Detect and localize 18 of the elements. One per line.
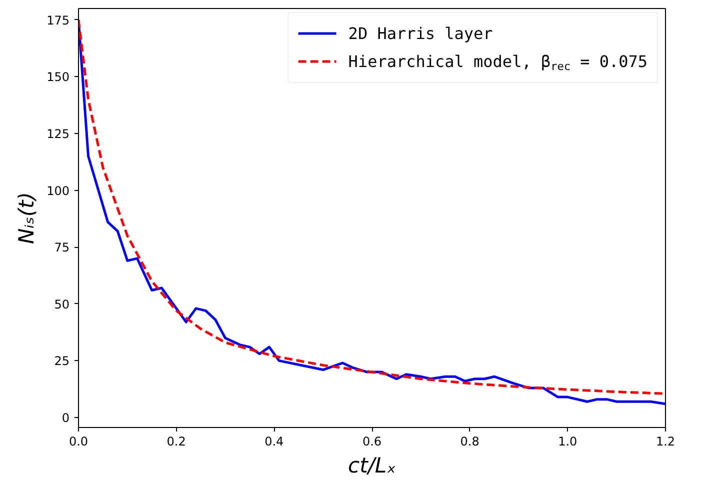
x-tick-label: 0.4	[264, 434, 284, 448]
y-tick-label: 100	[46, 184, 70, 198]
y-tick-label: 25	[54, 354, 70, 368]
y-tick-label: 175	[46, 13, 70, 28]
legend-label: 2D Harris layer	[348, 24, 494, 43]
x-tick-label: 1.0	[558, 434, 578, 448]
y-tick-label: 125	[46, 126, 70, 141]
x-axis-title: ct/Lₓ	[348, 454, 396, 478]
y-axis-title: Nᵢₛ(t)	[14, 192, 39, 244]
x-tick-label: 1.2	[656, 434, 676, 448]
y-tick-label: 50	[54, 297, 70, 312]
y-tick-label: 0	[62, 411, 70, 425]
x-tick-label: 0.6	[362, 434, 382, 448]
x-tick-label: 0.0	[68, 434, 88, 448]
y-tick-label: 150	[46, 70, 70, 84]
x-tick-label: 0.2	[166, 434, 186, 448]
y-tick-label: 75	[54, 240, 70, 255]
x-tick-label: 0.8	[460, 434, 480, 448]
